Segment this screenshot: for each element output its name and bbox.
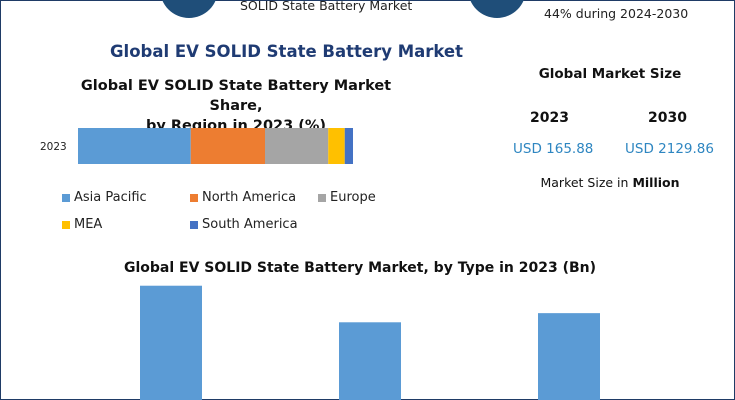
market-size-year-2023: 2023	[530, 110, 569, 126]
bar-segment-asia-pacific	[78, 128, 191, 164]
market-size-note: Market Size in Million	[520, 175, 700, 190]
region-share-title-line-1: Global EV SOLID State Battery Market Sha…	[80, 78, 392, 114]
legend-swatch-europe	[318, 193, 326, 202]
type-bar-2	[339, 322, 401, 400]
bar-segment-north-america	[190, 128, 265, 164]
market-size-note-unit: Million	[632, 175, 680, 190]
market-size-note-prefix: Market Size in	[540, 175, 633, 190]
legend-swatch-mea	[62, 220, 70, 229]
bar-segment-mea	[328, 128, 345, 164]
legend-item-mea: MEA	[62, 217, 102, 232]
legend-label-south-america: South America	[202, 217, 298, 232]
bar-segment-europe	[265, 128, 329, 164]
market-size-value-2023: USD 165.88	[513, 141, 594, 157]
bar-segment-south-america	[344, 128, 353, 164]
legend-label-asia-pacific: Asia Pacific	[74, 190, 147, 205]
type-chart-title: Global EV SOLID State Battery Market, by…	[123, 260, 597, 276]
y-tick-label-2023: 2023	[40, 141, 67, 153]
market-size-value-2030: USD 2129.86	[625, 141, 714, 157]
market-size-title: Global Market Size	[538, 66, 682, 82]
legend-swatch-asia-pacific	[62, 193, 70, 202]
legend-item-europe: Europe	[318, 190, 376, 205]
legend-item-north-america: North America	[190, 190, 296, 205]
region-share-chart-title: Global EV SOLID State Battery Market Sha…	[56, 76, 416, 136]
header-left-text: SOLID State Battery Market	[240, 0, 413, 13]
legend-label-north-america: North America	[202, 190, 297, 205]
market-size-year-2030: 2030	[648, 110, 687, 126]
page-title: Global EV SOLID State Battery Market	[110, 42, 464, 61]
type-bar-3	[538, 313, 600, 400]
type-bar-1	[140, 285, 202, 400]
legend-item-asia-pacific: Asia Pacific	[62, 190, 147, 205]
header-left-circle-icon	[160, 0, 218, 18]
legend-swatch-north-america	[190, 193, 198, 202]
legend-label-europe: Europe	[330, 190, 376, 205]
header-right-text: 44% during 2024-2030	[544, 6, 689, 21]
legend-label-mea: MEA	[74, 217, 103, 232]
legend-item-south-america: South America	[190, 217, 298, 232]
header-right-circle-icon	[468, 0, 526, 18]
legend-swatch-south-america	[190, 220, 198, 229]
